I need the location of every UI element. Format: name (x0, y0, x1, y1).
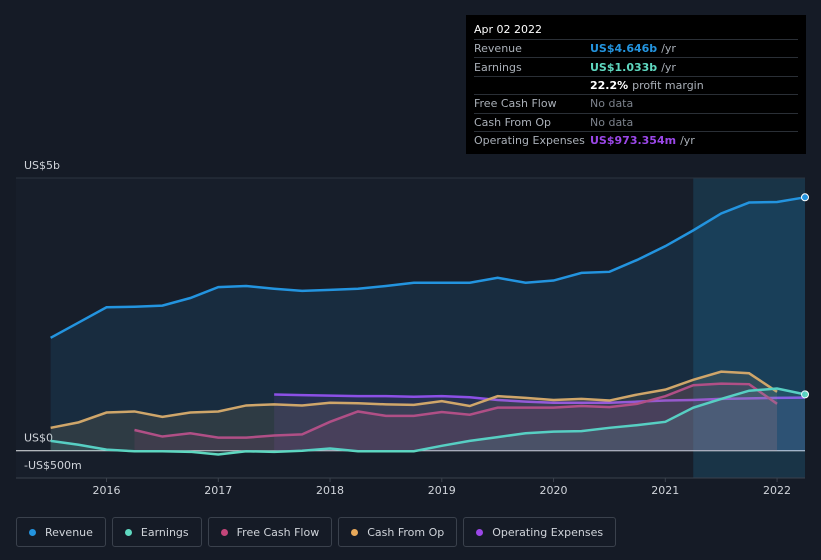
end-point (801, 193, 809, 202)
tooltip-value: US$1.033b (590, 60, 658, 74)
tooltip-unit: /yr (661, 60, 676, 74)
series-area (274, 394, 805, 451)
legend-item[interactable]: Free Cash Flow (207, 517, 333, 547)
tooltip-row: Revenue US$4.646b/yr (474, 39, 798, 57)
x-tick-label: 2017 (204, 484, 232, 497)
x-tick-label: 2019 (428, 484, 456, 497)
legend-swatch (124, 528, 132, 536)
series-area (50, 371, 778, 451)
legend-label: Operating Expenses (492, 525, 604, 539)
tooltip-row: Earnings US$1.033b/yr (474, 57, 798, 75)
tooltip-row: Cash From Op No data (474, 112, 798, 131)
tooltip-date: Apr 02 2022 (474, 23, 543, 36)
legend-item[interactable]: Cash From Op (338, 517, 458, 547)
legend-swatch (351, 528, 359, 536)
legend-item[interactable]: Revenue (16, 517, 106, 547)
x-tick-label: 2018 (316, 484, 344, 497)
y-tick-label: US$5b (24, 159, 60, 172)
x-tick-label: 2022 (763, 484, 791, 497)
series-line (50, 196, 806, 339)
y-tick-label: -US$500m (24, 459, 82, 472)
legend-swatch (29, 528, 36, 536)
series-area (50, 388, 806, 455)
tooltip-value: US$973.354m (590, 134, 677, 148)
x-tick-label: 2021 (651, 484, 679, 497)
legend-label: Revenue (45, 525, 93, 539)
legend-item[interactable]: Operating Expenses (463, 517, 617, 547)
chart: US$5b US$0 -US$500m 2016 2017 2018 2019 2020 202… (16, 159, 809, 497)
tooltip-label: Free Cash Flow (474, 97, 557, 111)
highlight-region (693, 178, 805, 478)
legend-label: Cash From Op (367, 525, 445, 539)
legend-item[interactable]: Earnings (111, 517, 202, 547)
tooltip-unit: /yr (661, 42, 676, 56)
tooltip-row: Operating Expenses US$973.354m/yr (474, 130, 798, 149)
tooltip-label: Revenue (474, 42, 522, 56)
end-point (801, 390, 809, 399)
tooltip-value: No data (590, 115, 634, 129)
tooltip: Apr 02 2022 Revenue US$4.646b/yr Earnings U… (466, 15, 806, 154)
tooltip-label: Earnings (474, 60, 522, 74)
y-tick-label: US$0 (24, 432, 53, 445)
x-tick-label: 2016 (93, 484, 121, 497)
tooltip-value: US$4.646b (590, 42, 658, 56)
tooltip-row: 22.2% profit margin (474, 75, 798, 94)
series-line (50, 387, 806, 456)
legend: Revenue Earnings Free Cash Flow Cash From O… (16, 517, 617, 547)
plot-background (16, 178, 805, 478)
tooltip-value: 22.2% (590, 78, 629, 92)
legend-swatch (476, 528, 484, 536)
x-tick-label: 2020 (540, 484, 568, 497)
tooltip-row: Free Cash Flow No data (474, 94, 798, 112)
series-area (134, 383, 778, 451)
series-line (134, 382, 778, 439)
series-line (50, 370, 778, 430)
legend-label: Free Cash Flow (236, 525, 320, 539)
legend-label: Earnings (140, 525, 189, 539)
tooltip-label: Cash From Op (474, 115, 552, 129)
tooltip-unit: /yr (680, 134, 695, 148)
tooltip-label: Operating Expenses (474, 134, 585, 148)
tooltip-unit: profit margin (632, 78, 704, 92)
series-area (50, 197, 806, 451)
tooltip-value: No data (590, 97, 634, 111)
legend-swatch (220, 528, 228, 536)
